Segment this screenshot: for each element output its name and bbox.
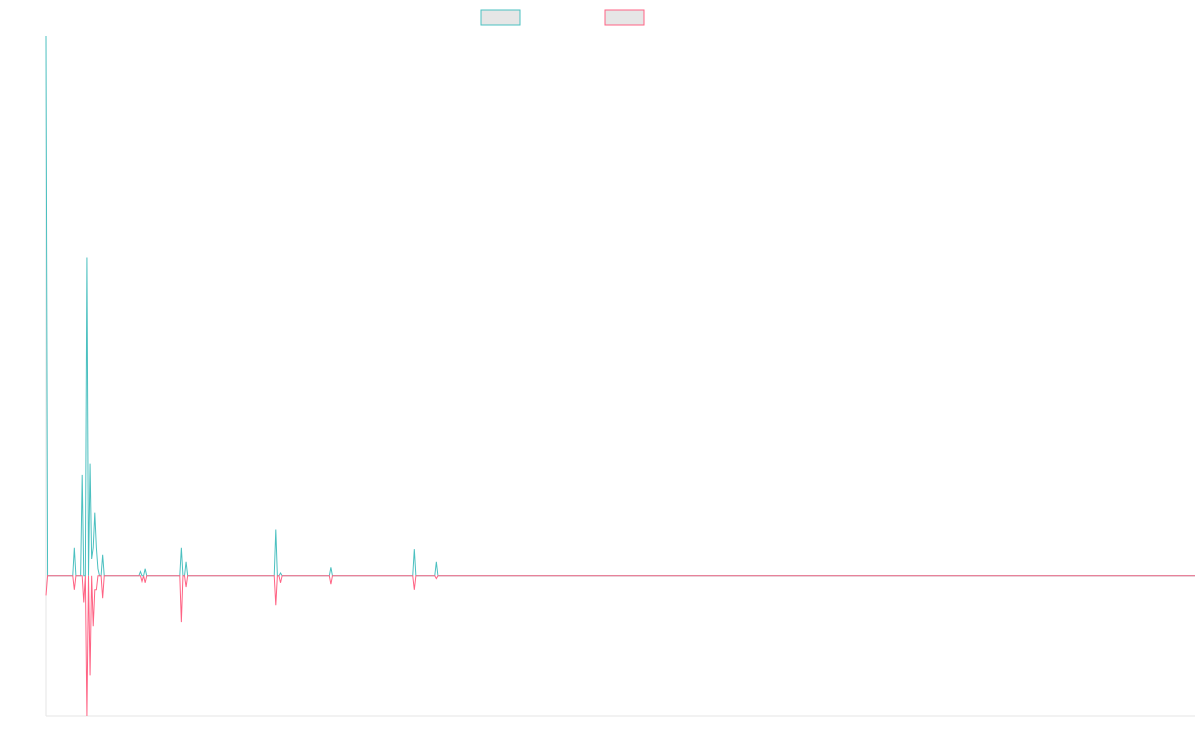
legend	[480, 9, 645, 26]
legend-swatch-1[interactable]	[480, 9, 521, 26]
series-line-2	[45, 575, 1195, 717]
series-line-1	[45, 35, 1195, 577]
series-group	[45, 35, 1195, 717]
axes	[45, 36, 1195, 717]
legend-swatch-2[interactable]	[604, 9, 645, 26]
